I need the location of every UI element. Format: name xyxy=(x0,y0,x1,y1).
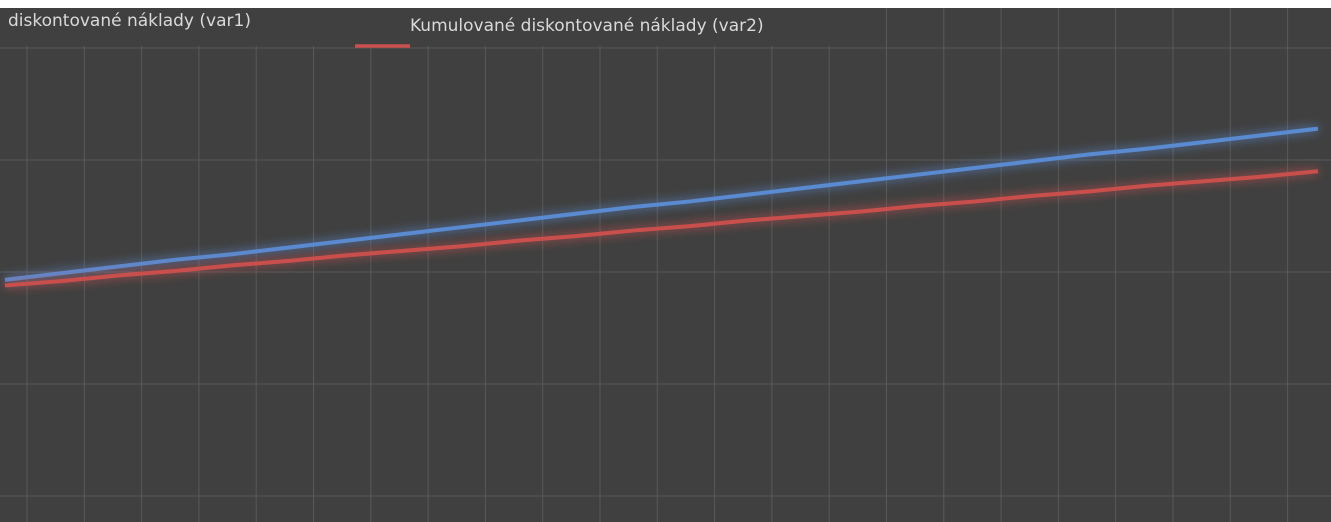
series-line xyxy=(4,169,1319,288)
plot-background xyxy=(0,8,1331,522)
legend-label: diskontované náklady (var1) xyxy=(8,11,251,31)
grid xyxy=(0,8,1331,522)
series-line xyxy=(4,126,1319,282)
legend-background xyxy=(0,8,885,46)
legend-label: Kumulované diskontované náklady (var2) xyxy=(410,16,764,36)
lines xyxy=(4,126,1319,288)
